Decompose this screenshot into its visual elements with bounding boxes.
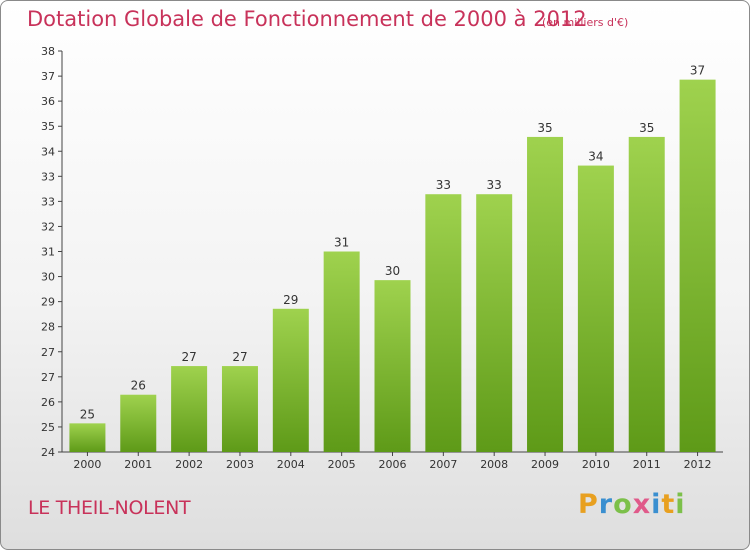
bar-2001 (120, 394, 157, 452)
chart-title: Dotation Globale de Fonctionnement de 20… (27, 7, 587, 31)
y-tick-label: 30 (41, 271, 55, 284)
y-tick-label: 28 (41, 321, 55, 334)
logo-letter: o (613, 489, 633, 520)
y-tick-label: 33 (41, 195, 55, 208)
bar-2009 (527, 136, 564, 452)
y-tick-label: 37 (41, 70, 55, 83)
data-label-2011: 35 (639, 121, 654, 135)
data-label-2001: 26 (131, 379, 146, 393)
logo-letter: x (632, 489, 652, 520)
data-label-2006: 30 (385, 264, 400, 278)
y-tick-label: 29 (41, 296, 55, 309)
y-tick-label: 27 (41, 346, 55, 359)
x-tick-label-2004: 2004 (277, 458, 305, 471)
y-tick-label: 24 (41, 446, 55, 459)
logo-letter: t (661, 489, 676, 520)
x-tick-label-2010: 2010 (582, 458, 610, 471)
bar-2006 (374, 280, 411, 452)
x-tick-label-2003: 2003 (226, 458, 254, 471)
data-label-2002: 27 (181, 350, 196, 364)
x-tick-label-2001: 2001 (124, 458, 152, 471)
bar-2012 (679, 79, 716, 453)
x-tick-label-2006: 2006 (379, 458, 407, 471)
x-tick-label-2002: 2002 (175, 458, 203, 471)
bar-2010 (577, 165, 614, 453)
y-tick-label: 25 (41, 421, 55, 434)
bar-2002 (171, 366, 208, 452)
bar-2011 (628, 136, 665, 452)
bar-2000 (69, 423, 106, 452)
x-tick-label-2011: 2011 (633, 458, 661, 471)
bar-2007 (425, 194, 462, 452)
data-label-2010: 34 (588, 150, 603, 164)
y-tick-label: 32 (41, 220, 55, 233)
logo-letter: i (651, 489, 662, 520)
data-label-2003: 27 (232, 350, 247, 364)
x-tick-label-2008: 2008 (480, 458, 508, 471)
place-name: LE THEIL-NOLENT (28, 497, 191, 519)
x-tick-label-2007: 2007 (429, 458, 457, 471)
data-label-2007: 33 (436, 178, 451, 192)
data-label-2004: 29 (283, 293, 298, 307)
y-tick-label: 27 (41, 371, 55, 384)
data-label-2005: 31 (334, 236, 349, 250)
data-label-2012: 37 (690, 64, 705, 78)
y-tick-label: 26 (41, 396, 55, 409)
x-tick-label-2012: 2012 (684, 458, 712, 471)
bar-2005 (323, 251, 360, 452)
x-tick-label-2009: 2009 (531, 458, 559, 471)
logo-letter: i (675, 489, 686, 520)
y-tick-label: 33 (41, 170, 55, 183)
proxiti-logo: Proxiti (578, 489, 686, 520)
data-label-2008: 33 (487, 178, 502, 192)
chart-subtitle: (en milliers d'€) (542, 16, 629, 29)
x-tick-label-2000: 2000 (73, 458, 101, 471)
data-label-2009: 35 (537, 121, 552, 135)
logo-letter: P (578, 489, 599, 520)
y-tick-label: 34 (41, 145, 55, 158)
y-tick-label: 38 (41, 45, 55, 58)
y-tick-label: 31 (41, 246, 55, 259)
data-label-2000: 25 (80, 407, 95, 421)
logo-letter: r (598, 489, 614, 520)
y-tick-label: 35 (41, 120, 55, 133)
bar-2004 (272, 308, 309, 452)
y-tick-label: 36 (41, 95, 55, 108)
x-tick-label-2005: 2005 (328, 458, 356, 471)
bar-2003 (221, 366, 258, 452)
bar-2008 (476, 194, 513, 452)
